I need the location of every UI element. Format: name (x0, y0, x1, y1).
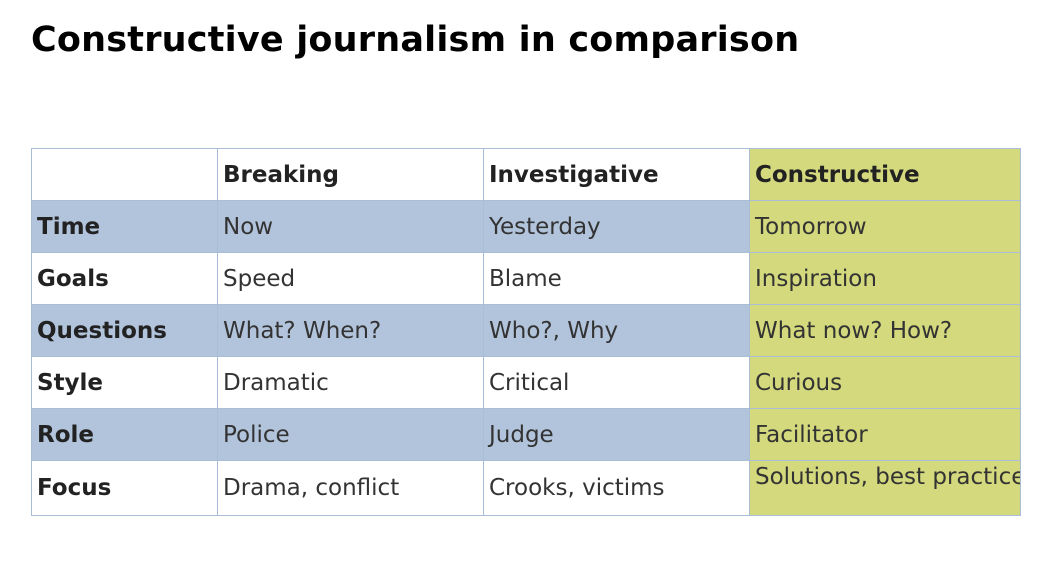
cell-breaking: Police (217, 408, 484, 461)
cell-investigative: Crooks, victims (483, 460, 750, 516)
header-row: Breaking Investigative Constructive (31, 148, 1021, 201)
cell-constructive: Facilitator (749, 408, 1021, 461)
cell-breaking: Speed (217, 252, 484, 305)
cell-constructive: Inspiration (749, 252, 1021, 305)
page-title: Constructive journalism in comparison (31, 20, 800, 60)
cell-constructive: Curious (749, 356, 1021, 409)
header-cell-empty (31, 148, 218, 201)
row-label: Style (31, 356, 218, 409)
cell-breaking: Now (217, 200, 484, 253)
header-cell-breaking: Breaking (217, 148, 484, 201)
cell-breaking: Dramatic (217, 356, 484, 409)
header-cell-constructive: Constructive (749, 148, 1021, 201)
cell-investigative: Yesterday (483, 200, 750, 253)
cell-investigative: Blame (483, 252, 750, 305)
cell-investigative: Who?, Why (483, 304, 750, 357)
table-row: Role Police Judge Facilitator (31, 408, 1021, 461)
cell-constructive: What now? How? (749, 304, 1021, 357)
comparison-table: Breaking Investigative Constructive Time… (31, 148, 1021, 516)
table-row: Style Dramatic Critical Curious (31, 356, 1021, 409)
cell-breaking: Drama, conflict (217, 460, 484, 516)
row-label: Focus (31, 460, 218, 516)
cell-constructive: Solutions, best practice (749, 460, 1021, 516)
header-cell-investigative: Investigative (483, 148, 750, 201)
cell-constructive: Tomorrow (749, 200, 1021, 253)
row-label: Role (31, 408, 218, 461)
row-label: Questions (31, 304, 218, 357)
table-row: Questions What? When? Who?, Why What now… (31, 304, 1021, 357)
row-label: Time (31, 200, 218, 253)
cell-breaking: What? When? (217, 304, 484, 357)
cell-investigative: Critical (483, 356, 750, 409)
cell-investigative: Judge (483, 408, 750, 461)
table-row: Time Now Yesterday Tomorrow (31, 200, 1021, 253)
table-row: Goals Speed Blame Inspiration (31, 252, 1021, 305)
row-label: Goals (31, 252, 218, 305)
table-row: Focus Drama, conflict Crooks, victims So… (31, 460, 1021, 516)
